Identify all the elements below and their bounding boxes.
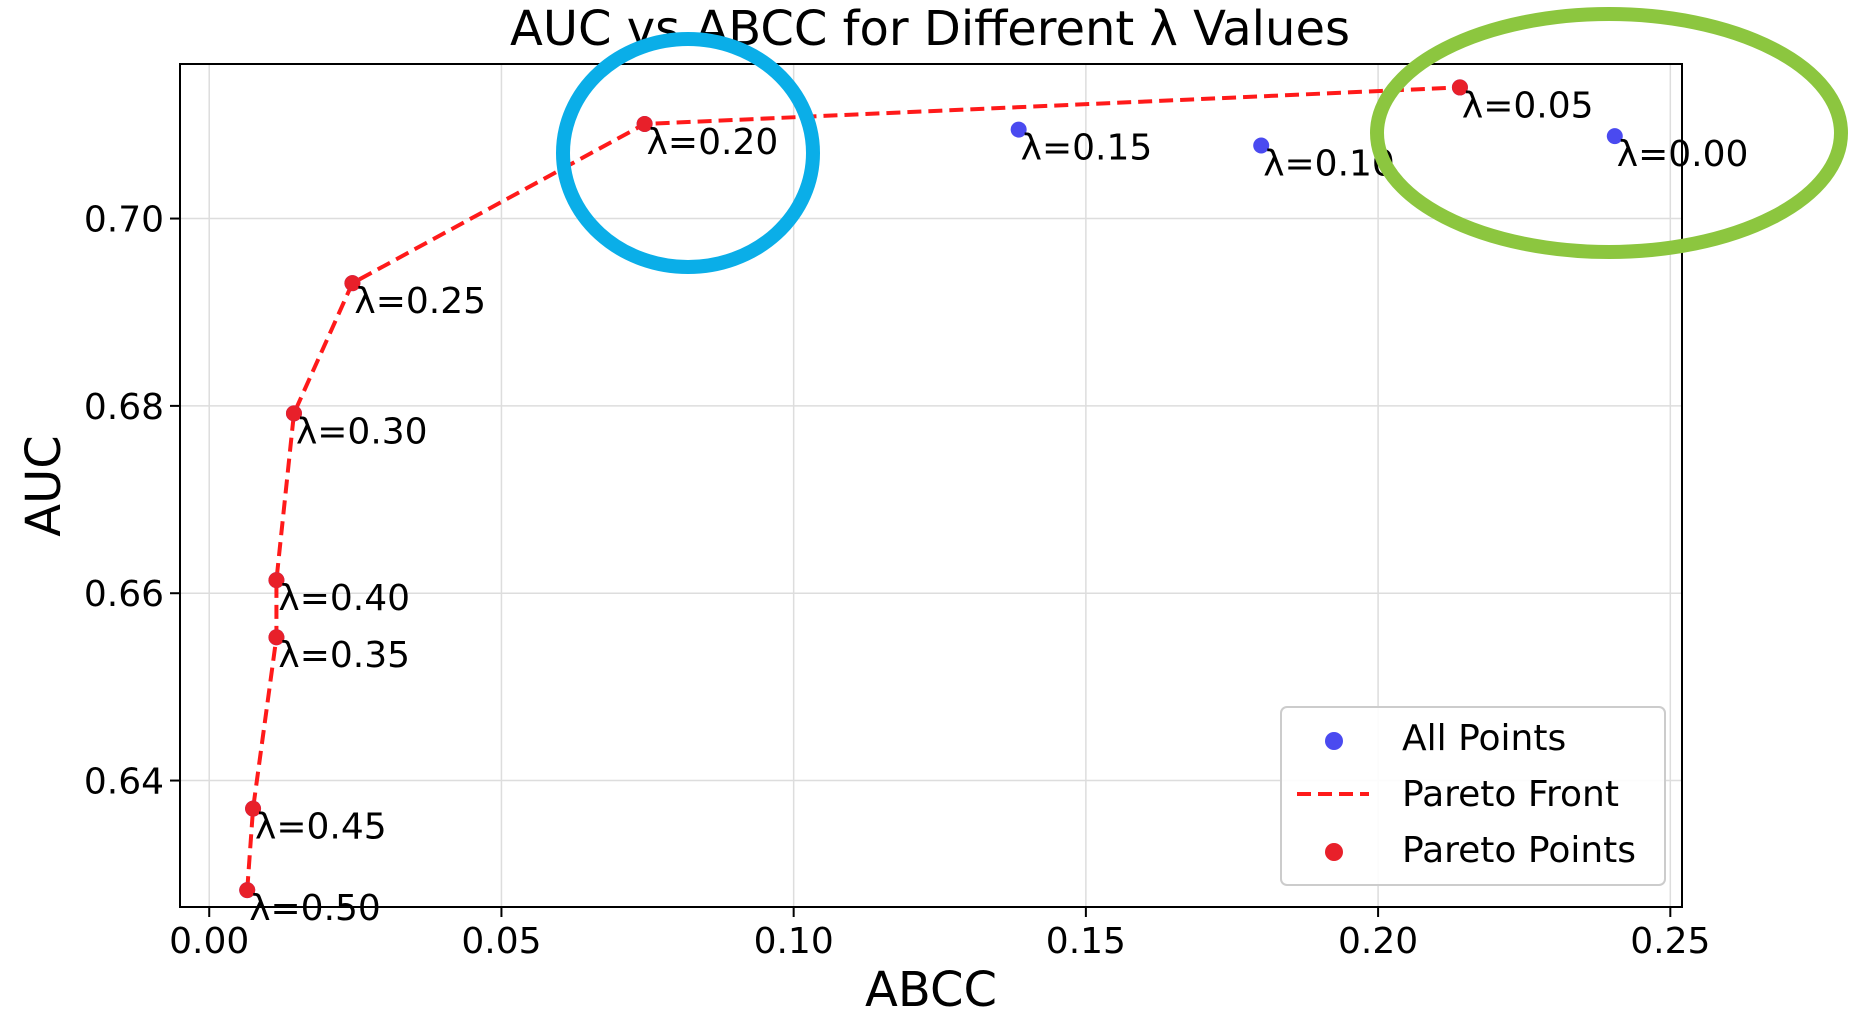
y-tick-label: 0.70 [84, 200, 164, 241]
legend-label-pareto-points: Pareto Points [1402, 830, 1636, 871]
point-labels: λ=0.00λ=0.05λ=0.10λ=0.15λ=0.20λ=0.25λ=0.… [249, 85, 1748, 929]
x-tick-label: 0.15 [1046, 921, 1126, 962]
plot-frame [179, 63, 1683, 908]
point-label: λ=0.35 [278, 635, 410, 676]
legend-marker-all-points [1325, 732, 1343, 750]
legend: All Points Pareto Front Pareto Points [1280, 706, 1666, 886]
pareto-point-marker [245, 800, 262, 817]
point-label: λ=0.05 [1462, 85, 1594, 126]
point-label: λ=0.00 [1617, 134, 1749, 175]
x-tick-label: 0.00 [169, 921, 249, 962]
point-label: λ=0.40 [278, 578, 410, 619]
x-axis-title: ABCC [865, 962, 997, 1013]
all-point-marker [1606, 128, 1623, 145]
x-tick-label: 0.20 [1338, 921, 1418, 962]
point-label: λ=0.45 [255, 807, 387, 848]
pareto-point-marker [268, 572, 285, 589]
pareto-front-polyline [245, 85, 1461, 891]
point-label: λ=0.15 [1021, 128, 1153, 169]
all-point-marker [1010, 121, 1027, 138]
x-tick-label: 0.05 [461, 921, 541, 962]
all-point-marker [1253, 137, 1270, 154]
y-tick-label: 0.64 [84, 762, 164, 803]
point-label: λ=0.20 [647, 122, 779, 163]
pareto-point-marker [636, 115, 653, 132]
y-tick-label: 0.66 [84, 574, 164, 615]
point-label: λ=0.25 [354, 281, 486, 322]
point-label: λ=0.30 [296, 411, 428, 452]
x-tick-label: 0.10 [754, 921, 834, 962]
pareto-front-line [245, 85, 1461, 891]
y-axis-ticks: 0.64 0.66 0.68 0.70 [84, 200, 180, 803]
pareto-point-marker [344, 275, 361, 292]
highlight-ellipse-green [1370, 7, 1848, 259]
data-points [239, 79, 1623, 899]
pareto-point-marker [268, 629, 285, 646]
x-axis-ticks: 0.00 0.05 0.10 0.15 0.20 0.25 [169, 907, 1710, 962]
pareto-point-marker [239, 882, 256, 899]
y-axis-title: AUC [16, 435, 72, 536]
legend-marker-pareto-points [1325, 843, 1343, 861]
point-label: λ=0.50 [249, 888, 381, 929]
legend-label-pareto-front: Pareto Front [1402, 774, 1619, 815]
y-tick-label: 0.68 [84, 387, 164, 428]
pareto-point-marker [1451, 79, 1468, 96]
legend-label-all-points: All Points [1402, 718, 1566, 759]
highlight-circle-blue [556, 32, 820, 274]
legend-box [1280, 706, 1666, 886]
x-tick-label: 0.25 [1630, 921, 1710, 962]
pareto-point-marker [285, 405, 302, 422]
